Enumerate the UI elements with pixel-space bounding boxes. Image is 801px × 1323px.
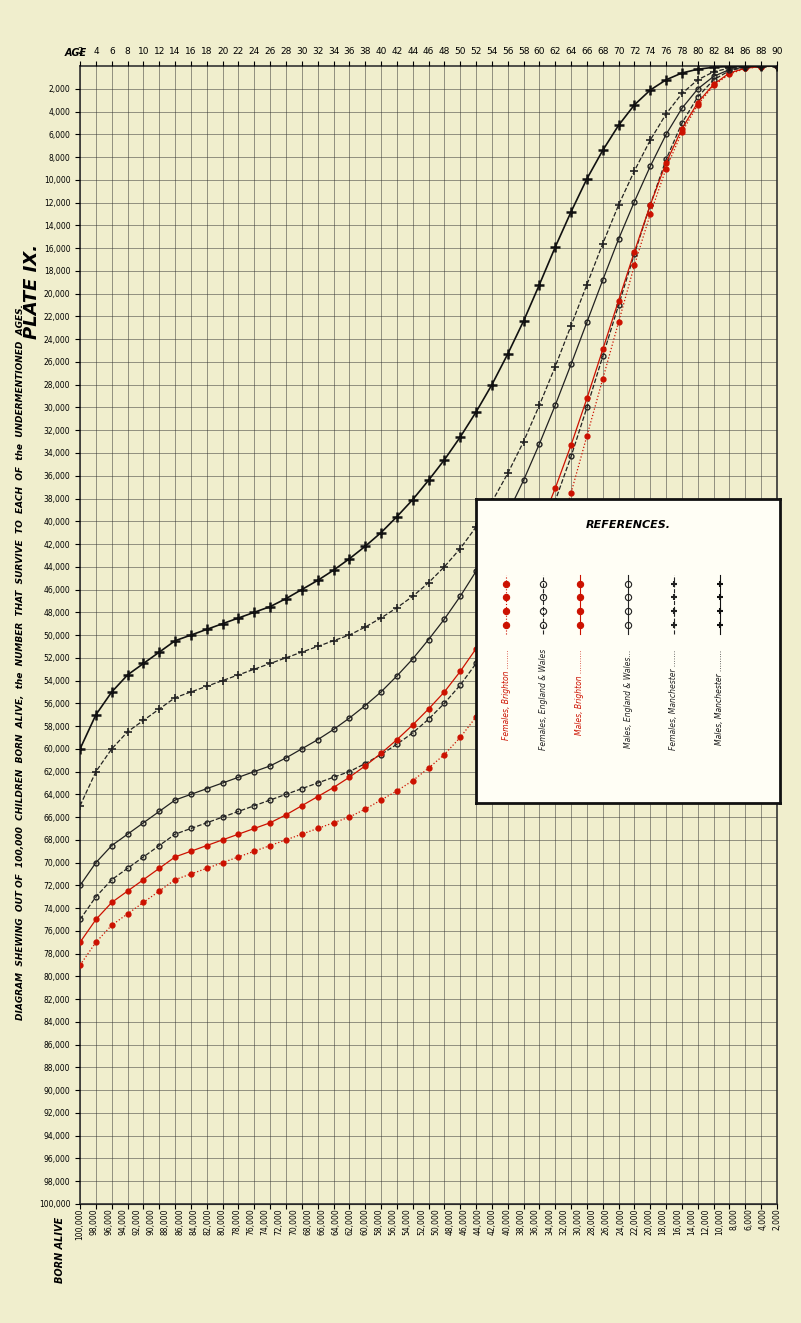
Text: 16,000: 16,000: [673, 1209, 682, 1236]
Text: 40,000: 40,000: [502, 1209, 511, 1236]
Text: 76,000: 76,000: [246, 1209, 256, 1236]
Text: 72,000: 72,000: [275, 1209, 284, 1236]
Text: 10,000: 10,000: [715, 1209, 725, 1236]
Text: 28,000: 28,000: [588, 1209, 597, 1236]
Text: 58,000: 58,000: [374, 1209, 383, 1236]
Text: 6,000: 6,000: [744, 1209, 753, 1230]
Text: Males, Manchester .........: Males, Manchester .........: [715, 650, 724, 745]
Text: 46,000: 46,000: [460, 1209, 469, 1236]
Text: 44,000: 44,000: [474, 1209, 483, 1236]
Text: 18,000: 18,000: [658, 1209, 668, 1236]
Text: 68,000: 68,000: [303, 1209, 312, 1236]
Text: 12,000: 12,000: [702, 1209, 710, 1236]
Text: 84,000: 84,000: [189, 1209, 199, 1236]
Text: 62,000: 62,000: [346, 1209, 355, 1236]
Text: 52,000: 52,000: [417, 1209, 426, 1236]
Text: 70,000: 70,000: [289, 1209, 298, 1236]
Text: REFERENCES.: REFERENCES.: [586, 520, 670, 529]
Text: 36,000: 36,000: [531, 1209, 540, 1236]
Text: 48,000: 48,000: [445, 1209, 454, 1236]
Text: 4,000: 4,000: [759, 1209, 767, 1230]
Text: 92,000: 92,000: [132, 1209, 142, 1236]
Text: Females, England & Wales: Females, England & Wales: [538, 650, 548, 750]
Text: 60,000: 60,000: [360, 1209, 369, 1236]
Text: Females, Manchester .......: Females, Manchester .......: [670, 650, 678, 750]
Text: BORN ALIVE: BORN ALIVE: [55, 1217, 65, 1283]
Text: 54,000: 54,000: [403, 1209, 412, 1236]
Text: 78,000: 78,000: [232, 1209, 241, 1236]
Text: AGE: AGE: [65, 48, 87, 58]
Text: Females, Brighton ........: Females, Brighton ........: [502, 650, 511, 740]
Text: 20,000: 20,000: [645, 1209, 654, 1236]
Text: 66,000: 66,000: [317, 1209, 326, 1236]
Text: 100,000: 100,000: [75, 1209, 85, 1240]
Text: 26,000: 26,000: [602, 1209, 611, 1236]
Text: 88,000: 88,000: [161, 1209, 170, 1236]
Text: 32,000: 32,000: [559, 1209, 568, 1236]
Text: 24,000: 24,000: [616, 1209, 625, 1236]
Text: 8,000: 8,000: [730, 1209, 739, 1230]
Text: 94,000: 94,000: [119, 1209, 127, 1236]
Text: 80,000: 80,000: [218, 1209, 227, 1236]
Text: 42,000: 42,000: [488, 1209, 497, 1236]
Text: 90,000: 90,000: [147, 1209, 155, 1236]
Text: Males, Brighton ..........: Males, Brighton ..........: [575, 650, 584, 734]
Text: Males, England & Wales...: Males, England & Wales...: [624, 650, 633, 747]
Text: 96,000: 96,000: [104, 1209, 113, 1236]
Text: 56,000: 56,000: [388, 1209, 397, 1236]
Text: 50,000: 50,000: [431, 1209, 440, 1236]
Text: 2,000: 2,000: [772, 1209, 782, 1230]
Text: 34,000: 34,000: [545, 1209, 554, 1236]
Text: 22,000: 22,000: [630, 1209, 639, 1236]
Text: DIAGRAM  SHEWING  OUT OF  100,000  CHILDREN  BORN  ALIVE,  the  NUMBER  THAT  SU: DIAGRAM SHEWING OUT OF 100,000 CHILDREN …: [15, 303, 25, 1020]
Text: 38,000: 38,000: [517, 1209, 525, 1236]
Text: 82,000: 82,000: [203, 1209, 212, 1236]
Text: 86,000: 86,000: [175, 1209, 184, 1236]
Text: 74,000: 74,000: [260, 1209, 269, 1236]
Text: 30,000: 30,000: [574, 1209, 582, 1236]
Text: 64,000: 64,000: [332, 1209, 340, 1236]
Text: 14,000: 14,000: [687, 1209, 696, 1236]
Text: PLATE IX.: PLATE IX.: [23, 243, 41, 339]
Text: 98,000: 98,000: [90, 1209, 99, 1236]
